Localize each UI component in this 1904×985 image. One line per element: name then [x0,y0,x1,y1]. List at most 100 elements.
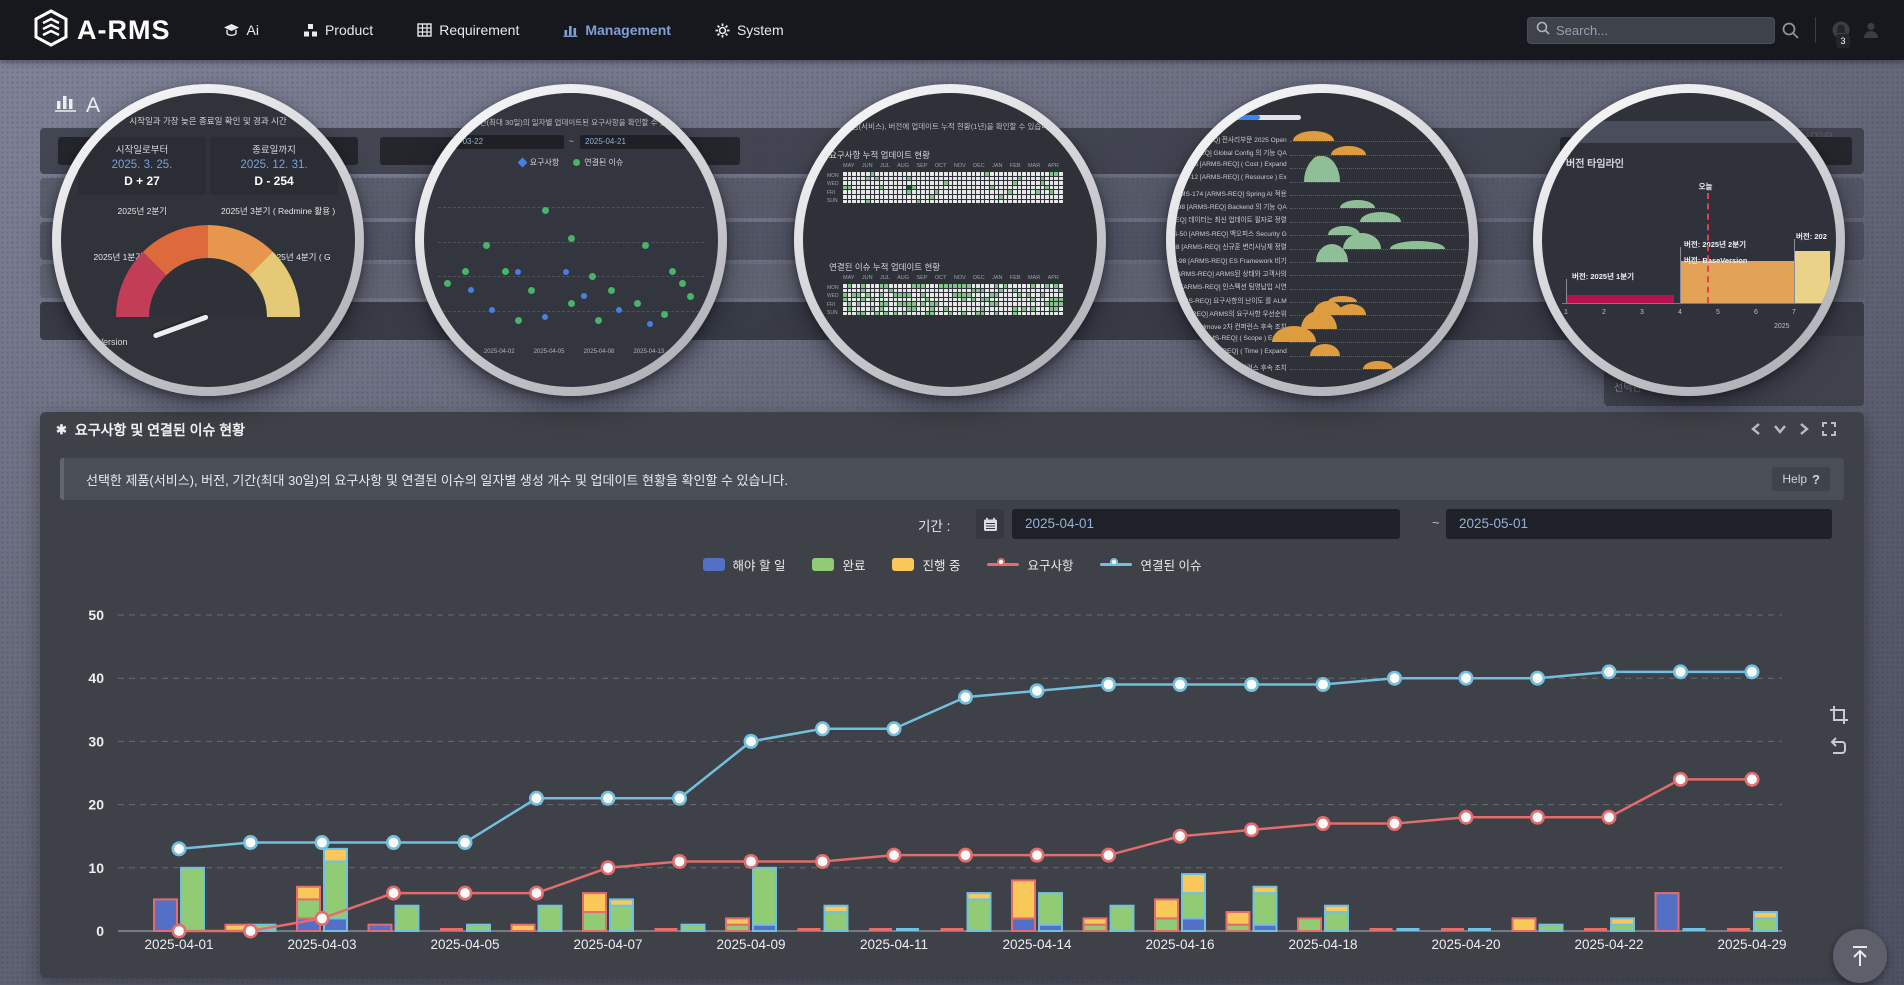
ridgeline-baseline [1289,275,1467,277]
card-title: 종료일까지 [252,145,296,156]
nav-item-product[interactable]: Product [303,22,373,38]
circle-marker [573,159,581,166]
bar-segment [1154,898,1179,920]
nav-menu: Ai Product Requirement Management System [223,22,784,38]
timeline-year-label: 2025 [1774,323,1790,330]
ridgeline-row-label: ARMS-83 [ARMS-REQ] ( Cost ) Expand [1175,160,1287,168]
bar-segment [609,898,634,907]
slider-track[interactable] [1231,115,1301,120]
date-to-input[interactable]: 2025-05-01 [1446,509,1832,539]
nav-item-ai[interactable]: Ai [223,22,259,38]
restore-icon[interactable] [1828,736,1848,756]
scatter-date-to[interactable]: 2025-04-21 [580,135,696,149]
scatter-x-label: 2025-04-16 [683,349,714,355]
card-dday: D + 27 [124,174,160,188]
notification-badge: 3 [1836,34,1850,48]
help-button[interactable]: Help ? [1772,467,1830,491]
x-axis-label: 2025-04-20 [1431,937,1500,952]
line-point [814,853,830,869]
nav-item-system[interactable]: System [715,22,784,38]
user-profile-icon[interactable] [1856,15,1886,45]
ridgeline-row: [ARMS-REQ] dmove 1차 컨퍼런스 후속 조치 [1175,359,1469,372]
bar-segment [725,917,750,926]
line-point [314,910,330,926]
heatmap-day-labels: MON WED FRI SUN [827,285,839,316]
ridge-shape [1330,145,1367,155]
nav-item-label: Ai [246,22,259,38]
ridgeline-row-label: ARMS-95 [ARMS-REQ] ARMS의 요구사항 우선순위 [1175,311,1287,319]
line-point [1601,664,1617,680]
backdrop-section-heading: A [55,92,100,118]
y-axis-label: 50 [88,607,104,623]
scatter-point-green [501,267,509,275]
line-point [1172,828,1188,844]
scatter-x-label: 2025-04-02 [483,349,515,355]
bar-segment [582,892,607,914]
legend-item[interactable]: 완료 [812,555,865,574]
scroll-to-top-button[interactable] [1833,929,1887,983]
line-point [1458,809,1474,825]
ridgeline-row-label: ARMS-43 [ARMS-REQ] 전사리부문 2025 Open [1175,137,1287,144]
search-submit-button[interactable] [1775,15,1805,45]
legend-bar-swatch [702,558,725,571]
bar-segment [609,904,634,933]
ridgeline-baseline [1289,261,1467,263]
scatter-point-green [568,300,576,308]
bar-segment [752,866,777,926]
scatter-point-blue [647,320,654,327]
panel-title-text: 요구사항 및 연결된 이슈 현황 [74,422,246,438]
bar-segment [323,847,348,863]
bar-segment [1181,873,1206,895]
search-box[interactable] [1527,16,1775,44]
ridgeline-row: [ARMS-REQ] 데이터는 최신 업데이트 필자로 정렬 [1175,211,1469,224]
ridgeline-row-label: ARMS-171 [ARMS-REQ] 인스펙션 팀명납입 시연 [1175,284,1287,292]
line-point [1101,847,1117,863]
ridgeline-baseline [1289,208,1467,210]
legend-item[interactable]: 연결된 이슈 [1100,555,1201,574]
nav-item-management[interactable]: Management [563,22,671,38]
expand-icon[interactable] [1822,422,1836,436]
ridge-shape [1327,226,1361,236]
chevron-right-icon[interactable] [1799,423,1809,435]
line-point [1458,670,1474,686]
line-point [600,790,616,806]
calendar-icon-button[interactable] [976,509,1004,539]
legend-bar-swatch [892,558,915,571]
day-label: FRI [827,301,836,308]
nav-divider [1815,17,1816,43]
search-input[interactable] [1556,22,1756,38]
nav-item-requirement[interactable]: Requirement [417,22,519,38]
datazoom-icon[interactable] [1828,704,1848,724]
bar-chart-heading-icon [55,92,77,118]
line-point [1530,670,1546,686]
scatter-date-from[interactable]: 25-03-22 [446,135,564,149]
ridgeline-row: ARMS-17 [ARMS-REQ] ARMS된 상태와 고객사의 [1175,265,1469,278]
scatter-x-label: 2025-04-13 [633,349,665,355]
ridgeline-row-label: ARMS-96 [ARMS-REQ] 요구사항의 난이도 를 ALM [1175,297,1287,305]
ridgeline-row: ARMS-15 [ARMS-REQ] ( Scope ) Expan [1175,326,1469,345]
scatter-legend-item[interactable]: 연결된 이슈 [573,157,623,168]
period-controls: 기간 : 2025-04-01 ~ 2025-05-01 [40,508,1864,540]
bar-segment [1252,892,1278,926]
chevron-left-icon[interactable] [1751,423,1761,435]
legend-item[interactable]: 진행 중 [892,555,960,574]
ridgeline-row: ARMS-43 [ARMS-REQ] 전사리부문 2025 Open [1175,131,1469,144]
day-label: FRI [827,189,836,196]
legend-item[interactable]: 요구사항 [987,555,1073,574]
timeline-tick-label: 1 [1564,309,1568,316]
app-logo[interactable]: A-RMS [34,8,171,52]
heatmap-grid-1 [843,172,1063,204]
scatter-point-blue [541,314,548,321]
card-date: 2025. 3. 25. [111,159,173,171]
timeline-tick-label: 4 [1678,309,1682,316]
date-from-input[interactable]: 2025-04-01 [1012,509,1400,539]
chevron-down-icon[interactable] [1774,424,1786,434]
legend-item[interactable]: 해야 할 일 [702,555,785,574]
line-point [886,721,902,737]
scatter-legend-item[interactable]: 요구사항 [517,157,559,168]
panel-description-box: 선택한 제품(서비스), 버전, 기간(최대 30일)의 요구사항 및 연결된 … [60,458,1844,500]
y-axis-label: 0 [96,923,104,939]
ridgeline-row-label: ARMS-15 [ARMS-REQ] ( Scope ) Expan [1175,334,1287,342]
timeline-tick-label: 5 [1716,309,1720,316]
bar-segment [1225,911,1251,926]
